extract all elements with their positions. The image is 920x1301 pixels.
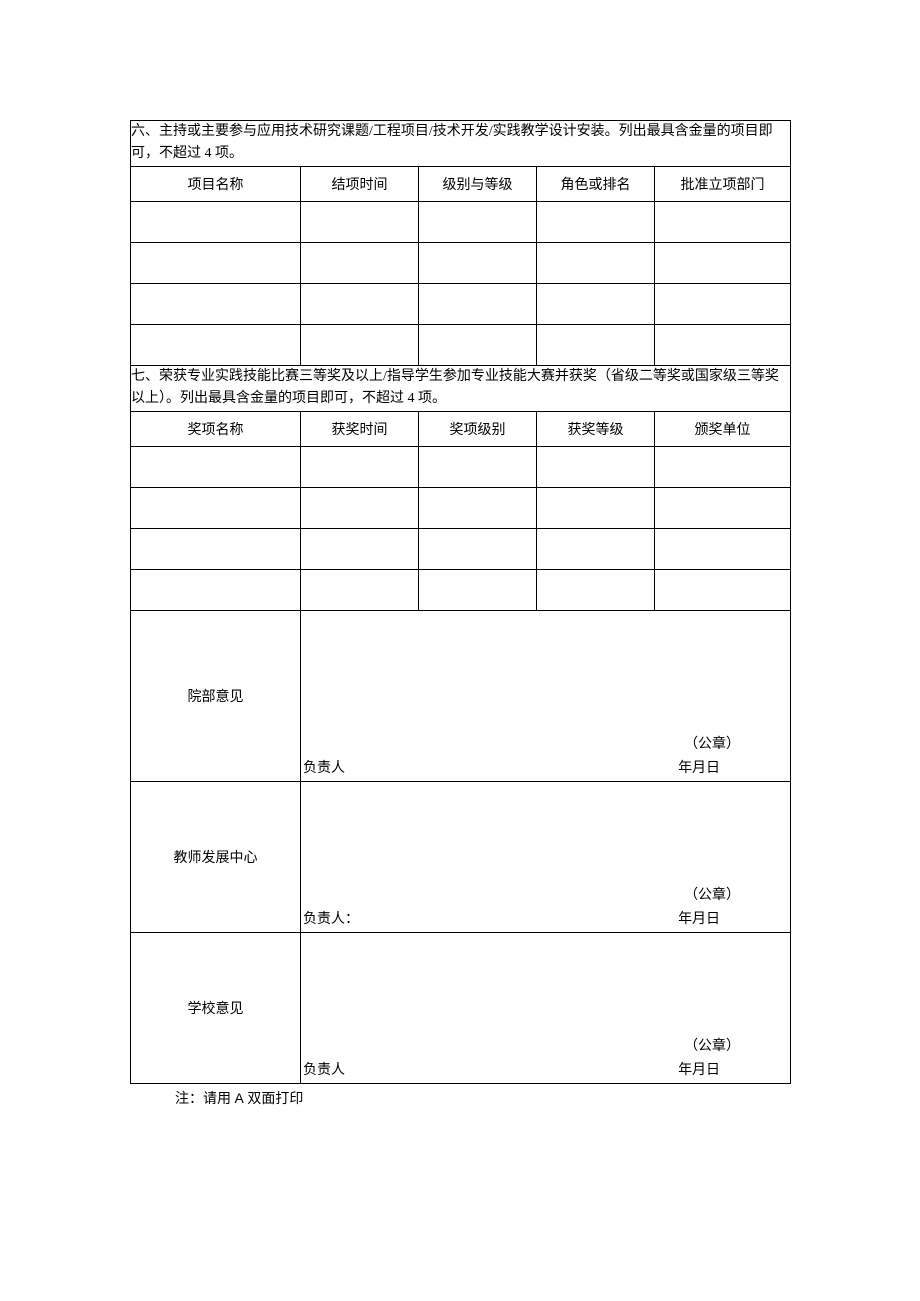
- footnote-prefix: 注：请用: [175, 1092, 235, 1107]
- section7-title-row: 七、荣获专业实践技能比赛三等奖及以上/指导学生参加专业技能大赛并获奖（省级二等奖…: [131, 365, 791, 411]
- section6-h4: 批准立项部门: [655, 166, 791, 201]
- seal-text: （公章）: [684, 733, 740, 753]
- seal-text: （公章）: [684, 1035, 740, 1055]
- table-row: [131, 446, 791, 487]
- section7-h1: 获奖时间: [301, 411, 419, 446]
- table-row: [131, 528, 791, 569]
- table-row: [131, 242, 791, 283]
- table-row: [131, 569, 791, 610]
- section6-h0: 项目名称: [131, 166, 301, 201]
- section7-h0: 奖项名称: [131, 411, 301, 446]
- table-row: [131, 201, 791, 242]
- section6-header-row: 项目名称 结项时间 级别与等级 角色或排名 批准立项部门: [131, 166, 791, 201]
- footnote: 注：请用 A 双面打印: [175, 1088, 790, 1108]
- approval-label-1: 教师发展中心: [131, 781, 301, 932]
- approval-row-2: 学校意见 （公章） 负责人 年月日: [131, 932, 791, 1083]
- approval-label-2: 学校意见: [131, 932, 301, 1083]
- table-row: [131, 324, 791, 365]
- approval-content-2[interactable]: （公章） 负责人 年月日: [301, 932, 791, 1083]
- date-label: 年月日: [678, 757, 720, 777]
- section6-title-row: 六、主持或主要参与应用技术研究课题/工程项目/技术开发/实践教学设计安装。列出最…: [131, 121, 791, 167]
- section7-h3: 获奖等级: [537, 411, 655, 446]
- section7-h4: 颁奖单位: [655, 411, 791, 446]
- approval-row-1: 教师发展中心 （公章） 负责人： 年月日: [131, 781, 791, 932]
- seal-text: （公章）: [684, 884, 740, 904]
- responsible-label: 负责人: [303, 757, 345, 777]
- approval-content-1[interactable]: （公章） 负责人： 年月日: [301, 781, 791, 932]
- section7-title: 七、荣获专业实践技能比赛三等奖及以上/指导学生参加专业技能大赛并获奖（省级二等奖…: [131, 365, 791, 411]
- section7-h2: 奖项级别: [419, 411, 537, 446]
- approval-row-0: 院部意见 （公章） 负责人 年月日: [131, 610, 791, 781]
- section6-title: 六、主持或主要参与应用技术研究课题/工程项目/技术开发/实践教学设计安装。列出最…: [131, 121, 791, 167]
- responsible-label: 负责人: [303, 1059, 345, 1079]
- table-row: [131, 487, 791, 528]
- date-label: 年月日: [678, 908, 720, 928]
- section7-header-row: 奖项名称 获奖时间 奖项级别 获奖等级 颁奖单位: [131, 411, 791, 446]
- form-table: 六、主持或主要参与应用技术研究课题/工程项目/技术开发/实践教学设计安装。列出最…: [130, 120, 791, 1084]
- footnote-mid: A: [235, 1090, 244, 1106]
- approval-content-0[interactable]: （公章） 负责人 年月日: [301, 610, 791, 781]
- footnote-suffix: 双面打印: [244, 1092, 304, 1107]
- responsible-label: 负责人：: [303, 908, 359, 928]
- approval-label-0: 院部意见: [131, 610, 301, 781]
- date-label: 年月日: [678, 1059, 720, 1079]
- section6-h1: 结项时间: [301, 166, 419, 201]
- section6-h3: 角色或排名: [537, 166, 655, 201]
- table-row: [131, 283, 791, 324]
- section6-h2: 级别与等级: [419, 166, 537, 201]
